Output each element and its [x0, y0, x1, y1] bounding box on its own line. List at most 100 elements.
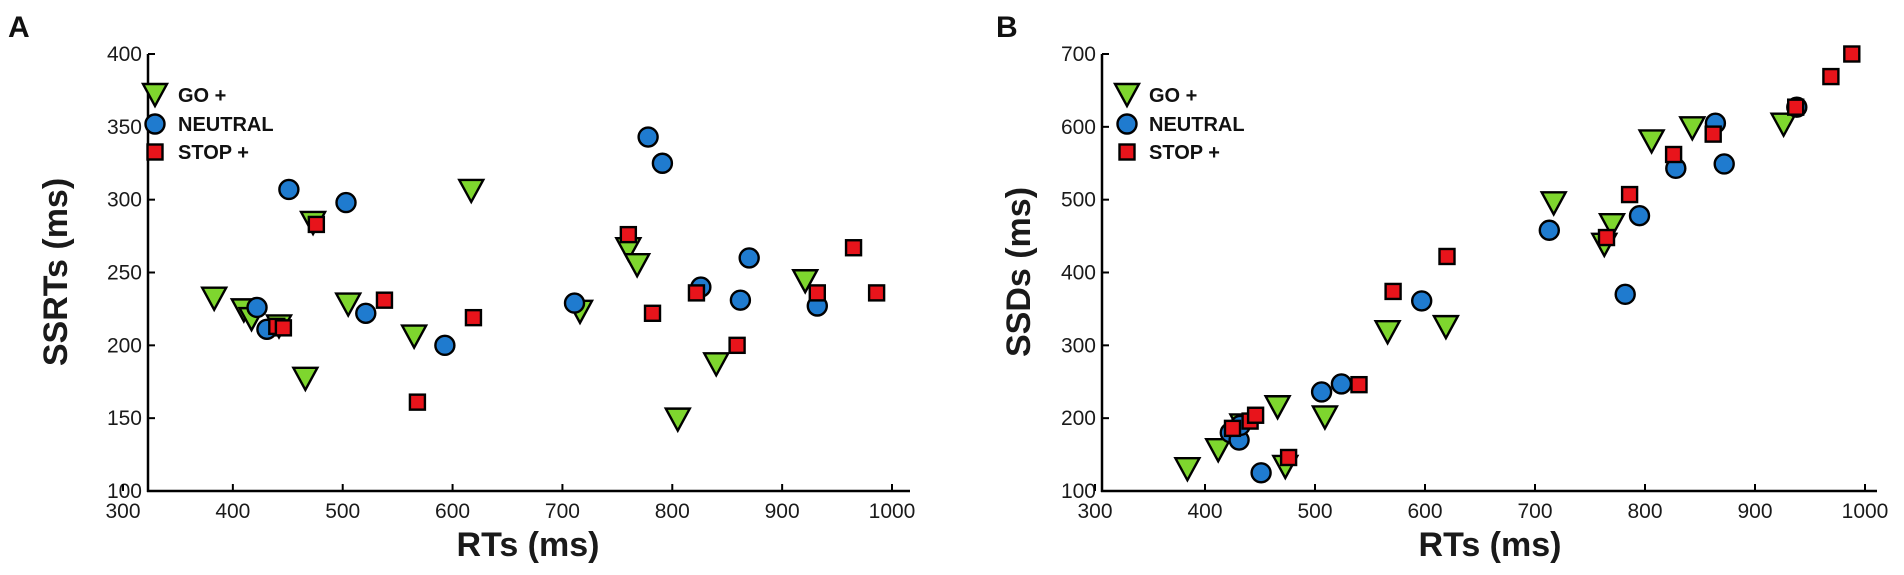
panel-a-neutral-point: [738, 247, 760, 269]
panel-a-stop-point: [408, 393, 427, 411]
panel-b-x-tick-label: 600: [1407, 500, 1442, 523]
panel-b-x-tick-label: 400: [1187, 500, 1222, 523]
legend-a-stop-marker: [146, 143, 164, 161]
legend-b-go-marker: [1112, 82, 1142, 109]
panel-b-legend: GO + NEUTRAL STOP +: [1112, 82, 1245, 164]
panel-a-y-ticks: 100 150 200 250 300 350 400: [107, 43, 155, 503]
panel-b-neutral-point: [1330, 373, 1353, 395]
panel-a-neutral-point: [434, 334, 456, 357]
panel-b-stop-point: [1597, 228, 1616, 247]
legend-a-neutral-label: NEUTRAL: [178, 114, 274, 136]
legend-a-neutral-marker: [144, 113, 166, 135]
panel-b-y-tick-label: 200: [1061, 407, 1096, 430]
panel-a-stop-point: [728, 336, 746, 355]
panel-a-y-tick-label: 350: [107, 116, 142, 139]
panel-b-x-tick-label: 800: [1627, 500, 1662, 523]
panel-b-y-tick-label: 600: [1061, 116, 1096, 139]
legend-b-neutral-marker: [1116, 113, 1138, 135]
panel-a-neutral-point: [729, 289, 752, 311]
panel-a-go-point: [334, 292, 363, 319]
panel-a-x-tick-label: 500: [325, 500, 360, 523]
panel-a-x-axis-title: RTs (ms): [457, 526, 600, 564]
panel-b-stop-point: [1620, 185, 1639, 204]
panel-b-chart: B 100 200 300 400 500 600 700 300 400 500 600 700 8…: [996, 11, 1888, 564]
panel-b-data-points: [1173, 45, 1861, 484]
panel-b-y-axis-title: SSDs (ms): [1000, 187, 1038, 357]
panel-b-neutral-point: [1410, 290, 1433, 312]
panel-a-go-point: [400, 324, 429, 351]
panel-a-stop-point: [867, 284, 886, 302]
panel-b-y-tick-label: 400: [1061, 262, 1096, 285]
legend-a-go-entry: GO +: [140, 82, 226, 109]
panel-a-go-point: [457, 178, 486, 205]
panel-b-stop-point: [1279, 448, 1298, 467]
panel-b-go-point: [1769, 112, 1798, 139]
legend-b-go-entry: GO +: [1112, 82, 1197, 109]
panel-b-stop-point: [1843, 45, 1861, 63]
panel-b-y-tick-label: 300: [1061, 334, 1096, 357]
panel-a-y-tick-label: 200: [107, 334, 142, 357]
panel-a-stop-point: [274, 319, 293, 337]
panel-a-stop-point: [307, 215, 326, 234]
panel-a-go-point: [663, 407, 692, 434]
panel-b-x-ticks: 300 400 500 600 700 800 900 1000: [1077, 484, 1888, 523]
panel-a-go-point: [200, 286, 229, 313]
panel-b-label: B: [996, 11, 1018, 44]
panel-b-go-point: [1373, 320, 1402, 346]
panel-b-stop-point: [1438, 247, 1456, 266]
panel-b-neutral-point: [1713, 153, 1735, 175]
panel-b-neutral-point: [1310, 381, 1333, 403]
panel-a-y-tick-label: 400: [107, 43, 142, 66]
panel-a-y-tick-label: 250: [107, 262, 142, 285]
panel-b-go-point: [1204, 438, 1233, 464]
panel-a-stop-point: [619, 225, 638, 244]
panel-b-stop-point: [1822, 67, 1840, 86]
legend-b-stop-marker: [1118, 143, 1136, 161]
panel-a-stop-point: [808, 284, 826, 302]
panel-a-stop-point: [844, 239, 863, 257]
panel-a-neutral-point: [355, 302, 377, 324]
panel-a-stop-point: [464, 308, 483, 327]
panel-a-go-point: [623, 253, 652, 279]
panel-a-go-point: [291, 366, 320, 393]
panel-a-y-tick-label: 100: [107, 480, 142, 503]
panel-b-stop-point: [1704, 125, 1722, 143]
panel-a-neutral-point: [278, 178, 300, 201]
panel-b-neutral-point: [1250, 462, 1272, 484]
panel-a-y-tick-label: 300: [107, 189, 142, 212]
panel-b-y-tick-label: 100: [1061, 480, 1096, 503]
panel-b-y-tick-label: 500: [1061, 189, 1096, 212]
panel-a-data-points: [200, 126, 886, 434]
legend-a-neutral-entry: NEUTRAL: [144, 113, 274, 136]
panel-a-x-ticks: 300 400 500 600 700 800 900 1000: [105, 484, 915, 523]
panel-b-stop-point: [1384, 282, 1402, 301]
panel-b-y-tick-label: 700: [1061, 43, 1096, 66]
panel-a-stop-point: [375, 291, 394, 309]
legend-a-stop-label: STOP +: [178, 142, 249, 164]
legend-b-stop-entry: STOP +: [1118, 142, 1220, 164]
panel-a-legend: GO + NEUTRAL STOP +: [140, 82, 274, 164]
panel-b-go-point: [1597, 212, 1627, 239]
legend-a-go-marker: [140, 82, 170, 109]
panel-a-go-point: [791, 269, 820, 295]
panel-a-chart: A 100 150 200 250 300 350 400 300 400 500 600 700 8…: [8, 11, 915, 564]
panel-b-go-point: [1310, 405, 1339, 431]
panel-b-stop-point: [1246, 406, 1265, 424]
legend-a-go-label: GO +: [178, 85, 226, 107]
panel-a-x-tick-label: 600: [435, 500, 470, 523]
panel-a-y-axis-title: SSRTs (ms): [37, 178, 75, 366]
panel-a-neutral-point: [651, 152, 674, 174]
panel-a-x-tick-label: 1000: [869, 500, 916, 523]
panel-a-x-tick-label: 300: [105, 500, 140, 523]
panel-a-y-tick-label: 150: [107, 407, 142, 430]
legend-a-stop-entry: STOP +: [146, 142, 249, 164]
legend-b-go-label: GO +: [1149, 85, 1197, 107]
panel-a-x-tick-label: 400: [215, 500, 250, 523]
panel-b-stop-point: [1664, 145, 1683, 164]
panel-a-neutral-point: [246, 296, 268, 319]
panel-b-stop-point: [1223, 419, 1242, 438]
panel-b-go-point: [1173, 456, 1202, 483]
panel-b-go-point: [1431, 314, 1460, 341]
panel-b-x-tick-label: 300: [1077, 500, 1112, 523]
